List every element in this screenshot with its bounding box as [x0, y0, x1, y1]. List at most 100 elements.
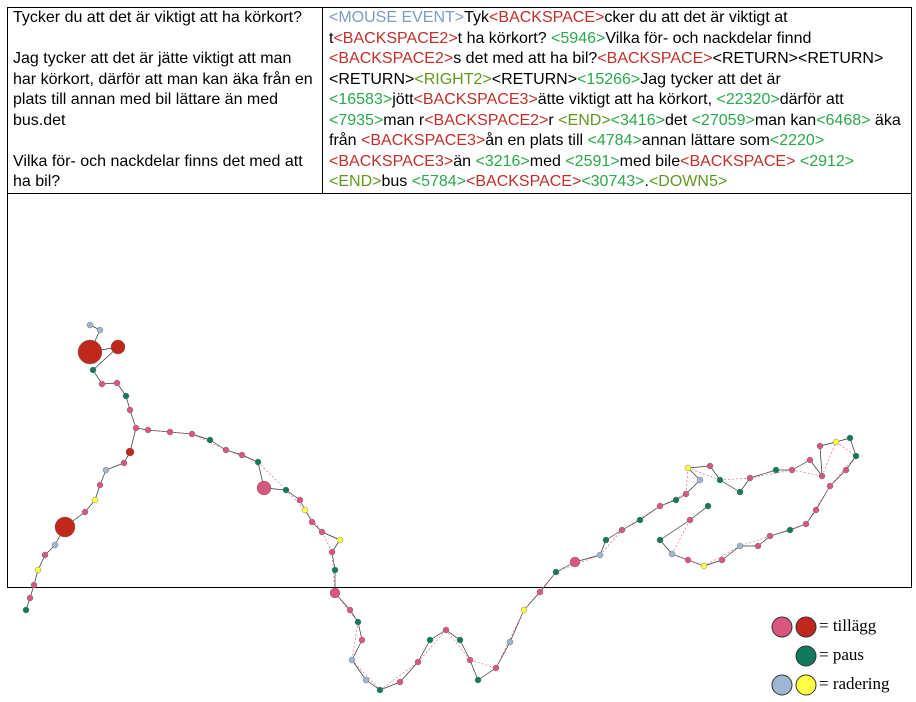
edge	[685, 467, 689, 495]
node	[442, 626, 450, 634]
log-text: Jag tycker att det är	[640, 70, 781, 88]
node	[96, 326, 104, 334]
edge	[829, 469, 847, 487]
edge	[417, 639, 431, 663]
node	[318, 528, 326, 536]
edge	[351, 659, 381, 691]
legend-label: = tillägg	[819, 616, 877, 635]
log-text: t ha körkort?	[457, 29, 552, 47]
legend-label: = radering	[819, 674, 890, 693]
legend-swatch	[795, 645, 817, 667]
node	[569, 556, 581, 568]
log-text: äka från	[329, 111, 901, 150]
figure-table: Tycker du att det är viktigt att ha körk…	[7, 7, 912, 588]
node	[736, 488, 744, 496]
node	[86, 321, 94, 329]
edge	[719, 479, 741, 493]
edge	[835, 441, 857, 457]
node	[98, 380, 106, 388]
node	[89, 366, 97, 374]
log-pause: <3216>	[475, 152, 530, 170]
log-text: ätte viktigt att ha körkort,	[537, 91, 717, 108]
edge	[285, 489, 306, 511]
log-pause: <27059>	[691, 111, 755, 129]
edge	[749, 469, 793, 479]
edge	[334, 592, 359, 623]
node	[672, 496, 680, 504]
node	[77, 339, 103, 365]
edge	[721, 545, 741, 561]
node	[754, 542, 762, 550]
log-navigation: <END>	[558, 111, 611, 129]
node	[110, 339, 126, 355]
log-deletion: <BACKSPACE2>	[424, 111, 549, 129]
node	[222, 446, 230, 454]
node	[331, 566, 339, 574]
log-pause: <2912>	[799, 152, 855, 170]
log-pause: <6468>	[816, 111, 871, 129]
node	[30, 581, 38, 589]
node	[254, 458, 262, 466]
edge	[445, 629, 471, 661]
node	[718, 556, 726, 564]
node	[474, 676, 482, 684]
node	[700, 562, 708, 570]
edge	[687, 465, 711, 469]
log-text: med	[529, 152, 566, 170]
log-text: cker du att det är viktigt at t	[329, 9, 788, 47]
node	[656, 536, 664, 544]
edge	[477, 667, 497, 681]
node	[812, 506, 820, 514]
node	[832, 438, 840, 446]
edge	[659, 519, 691, 541]
node	[51, 541, 59, 549]
node	[414, 658, 422, 666]
edge	[417, 629, 447, 663]
node	[846, 434, 854, 442]
edge	[147, 429, 171, 433]
node	[682, 490, 690, 498]
node	[26, 594, 34, 602]
node	[301, 506, 309, 514]
node	[132, 424, 140, 432]
node	[456, 636, 464, 644]
edge	[379, 681, 401, 691]
answer: Jag tycker att det är jätte viktigt att …	[13, 50, 313, 129]
edge	[351, 659, 367, 681]
node	[354, 618, 362, 626]
node	[492, 664, 500, 672]
node	[126, 406, 134, 414]
edge	[257, 461, 287, 491]
node	[506, 638, 514, 646]
legend-swatch	[795, 674, 817, 696]
log-pause: <7935>	[329, 111, 384, 129]
node	[34, 566, 42, 574]
node	[81, 508, 89, 516]
edge	[739, 535, 771, 547]
node	[144, 426, 152, 434]
node	[802, 520, 810, 528]
edge	[719, 477, 751, 481]
keystroke-log-cell: <MOUSE EVENT>Tyk <BACKSPACE> cker du att d…	[322, 7, 912, 194]
log-pause: <3416>	[610, 111, 665, 129]
edge	[147, 429, 193, 435]
log-mouse: <MOUSE EVENT>	[329, 9, 465, 26]
log-deletion: <BACKSPACE3>	[413, 91, 538, 108]
edge	[819, 445, 823, 477]
node	[686, 516, 694, 524]
node	[362, 676, 370, 684]
edge	[351, 639, 363, 661]
edge	[791, 459, 811, 471]
node	[256, 480, 272, 496]
node	[122, 392, 130, 400]
node	[786, 526, 794, 534]
log-text: Tyk	[464, 9, 490, 26]
node	[826, 482, 834, 490]
log-pause: <22320>	[716, 91, 780, 108]
log-text: .	[644, 173, 649, 190]
log-deletion: <BACKSPACE>	[466, 173, 582, 190]
log-text: bus	[381, 173, 412, 190]
edge	[105, 462, 125, 471]
node	[336, 536, 344, 544]
edge	[791, 469, 823, 477]
